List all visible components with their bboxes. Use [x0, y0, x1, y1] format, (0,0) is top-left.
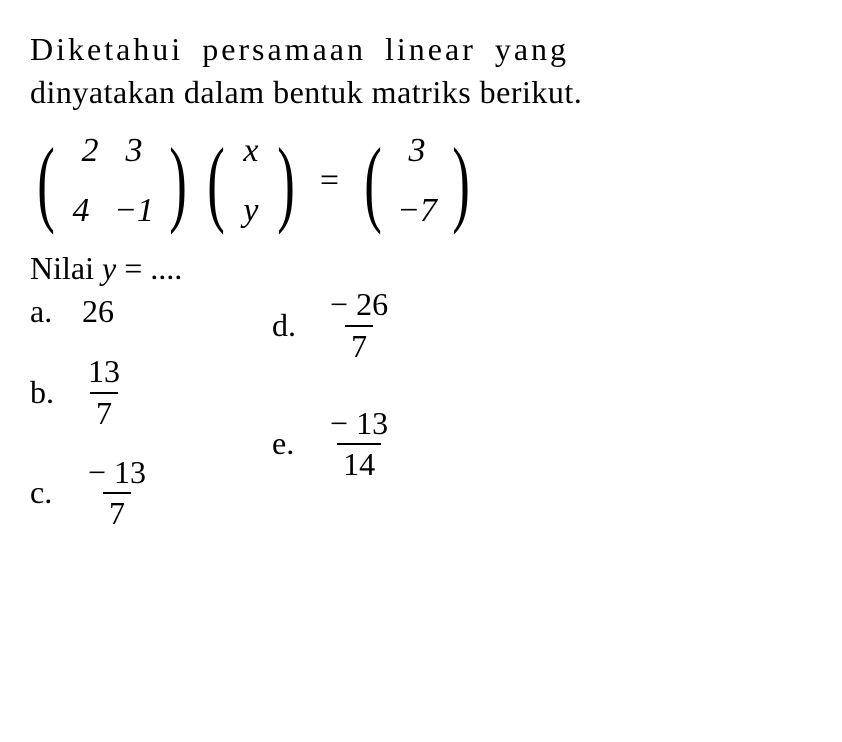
fraction-numerator: − 26 [324, 287, 394, 324]
vecB-r1: 3 [397, 132, 437, 170]
matA-r1c2: 3 [123, 132, 145, 170]
option-b: b. 13 7 [30, 354, 152, 430]
fraction-denominator: 7 [103, 492, 131, 531]
matA-r2c1: 4 [70, 192, 92, 230]
paren-close-icon: ) [169, 147, 187, 216]
vecX-r1: x [240, 132, 262, 170]
answer-options: a. 26 b. 13 7 c. − 13 7 d. − 26 7 [30, 293, 812, 531]
option-label: a. [30, 293, 58, 330]
question-line: Nilai y = .... [30, 250, 812, 287]
problem-statement: Diketahui persamaan linear yang dinyatak… [30, 28, 812, 114]
vector-result: 3 −7 [395, 132, 439, 230]
vecB-r2: −7 [397, 192, 437, 230]
vector-unknown: x y [238, 132, 264, 230]
option-d-fraction: − 26 7 [324, 287, 394, 363]
matrix-A: 2 3 4 −1 [68, 132, 156, 230]
fraction-numerator: − 13 [82, 455, 152, 492]
option-e-fraction: − 13 14 [324, 406, 394, 482]
paren-open-icon: ( [364, 147, 382, 216]
question-variable: y [102, 250, 116, 286]
options-right-column: d. − 26 7 e. − 13 14 [272, 287, 394, 500]
paren-close-icon: ) [277, 147, 295, 216]
problem-line-1: Diketahui persamaan linear yang [30, 28, 812, 71]
option-label: b. [30, 374, 58, 411]
option-label: c. [30, 474, 58, 511]
vecX-r2: y [240, 192, 262, 230]
fraction-denominator: 7 [90, 392, 118, 431]
fraction-numerator: − 13 [324, 406, 394, 443]
option-a-value: 26 [82, 293, 114, 330]
matA-r1c1: 2 [79, 132, 101, 170]
fraction-numerator: 13 [82, 354, 126, 391]
option-e: e. − 13 14 [272, 406, 394, 482]
question-prefix: Nilai [30, 250, 102, 286]
equals-sign: = [320, 162, 339, 200]
option-b-fraction: 13 7 [82, 354, 126, 430]
option-c: c. − 13 7 [30, 455, 152, 531]
matrix-equation: ( 2 3 4 −1 ) ( x y ) = ( 3 −7 ) [30, 132, 812, 230]
fraction-denominator: 7 [345, 325, 373, 364]
option-d: d. − 26 7 [272, 287, 394, 363]
problem-line-2: dinyatakan dalam bentuk matriks berikut. [30, 71, 812, 114]
matA-r2c2: −1 [114, 192, 154, 230]
options-left-column: a. 26 b. 13 7 c. − 13 7 [30, 293, 152, 531]
option-label: d. [272, 307, 300, 344]
paren-open-icon: ( [37, 147, 55, 216]
option-label: e. [272, 425, 300, 462]
paren-close-icon: ) [452, 147, 470, 216]
fraction-denominator: 14 [337, 443, 381, 482]
question-suffix: = .... [116, 250, 182, 286]
paren-open-icon: ( [207, 147, 225, 216]
option-a: a. 26 [30, 293, 152, 330]
option-c-fraction: − 13 7 [82, 455, 152, 531]
